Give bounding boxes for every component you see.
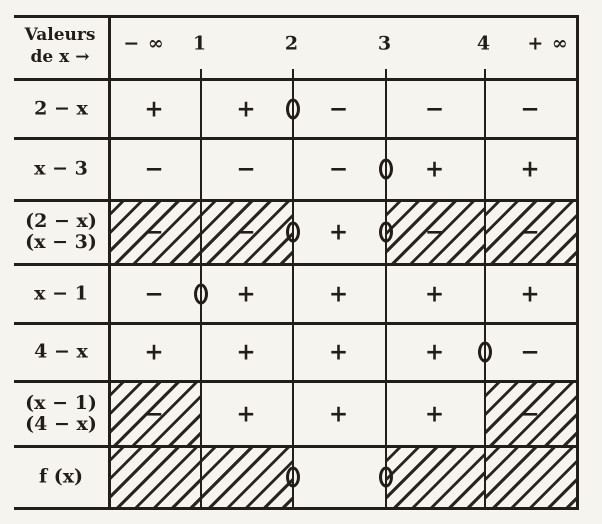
sign-cell: − — [144, 280, 164, 307]
row-label-line: 2 − x — [34, 97, 88, 119]
row-label-line: (x − 3) — [25, 231, 97, 253]
sign-cell: + — [236, 400, 256, 427]
grid-line-h — [14, 507, 579, 510]
sign-cell: + — [424, 338, 445, 366]
grid-line-v — [108, 15, 111, 510]
sign-cell: − — [520, 218, 540, 246]
row-label: (x − 1) (4 − x) — [25, 391, 97, 435]
hatched-cell — [108, 381, 202, 445]
sign-cell: − — [236, 155, 256, 183]
zero-mark — [286, 98, 300, 119]
row-label-line: x − 1 — [34, 282, 88, 304]
grid-line-h — [14, 380, 579, 383]
sign-cell: − — [520, 400, 540, 427]
grid-line-h — [14, 137, 579, 140]
zero-mark — [478, 341, 492, 363]
axis-value: 2 — [284, 32, 300, 55]
row-label-line: (x − 1) — [25, 391, 97, 414]
sign-cell: + — [144, 338, 164, 366]
grid-line-h — [14, 322, 579, 325]
row-label: 2 − x — [34, 98, 88, 119]
hatched-cell — [108, 200, 202, 263]
axis-value: 4 — [476, 32, 492, 55]
sign-cell: − — [144, 400, 164, 427]
sign-cell: − — [424, 95, 445, 122]
hatched-cell — [484, 381, 578, 445]
table-corner-label: Valeurs de x → — [25, 24, 96, 68]
grid-line-h — [14, 78, 579, 81]
axis-value: + ∞ — [527, 32, 569, 55]
zero-mark — [286, 221, 300, 243]
sign-cell: + — [520, 155, 540, 183]
row-label-line: x − 3 — [34, 157, 88, 180]
sign-cell: − — [520, 338, 540, 366]
sign-cell: − — [144, 155, 164, 183]
sign-cell: + — [144, 95, 164, 122]
grid-line-h — [14, 445, 579, 448]
sign-cell: + — [424, 155, 445, 183]
axis-value: 1 — [192, 32, 208, 55]
corner-label-line2: de x → — [30, 47, 90, 67]
sign-cell: + — [328, 218, 349, 246]
axis-value: 3 — [377, 32, 393, 55]
hatched-cell — [385, 200, 486, 263]
grid-line-h — [14, 263, 579, 266]
zero-mark — [286, 466, 300, 488]
sign-cell: + — [236, 95, 256, 122]
grid-line-v — [385, 69, 387, 510]
grid-line-v — [576, 15, 579, 510]
row-label-line: (2 − x) — [25, 210, 97, 232]
row-label-line: (4 − x) — [25, 412, 97, 435]
hatched-cell — [484, 200, 578, 263]
axis-value: − ∞ — [123, 32, 165, 55]
sign-cell: + — [424, 280, 445, 307]
grid-line-h — [14, 199, 579, 202]
sign-cell: + — [236, 338, 256, 366]
hatched-cell — [484, 446, 578, 507]
hatched-cell — [108, 446, 202, 507]
grid-line-v — [484, 69, 486, 510]
row-label: 4 − x — [34, 340, 88, 363]
sign-cell: + — [520, 280, 540, 307]
sign-cell: − — [520, 95, 540, 122]
zero-mark — [379, 221, 393, 243]
row-label: x − 3 — [34, 157, 88, 180]
grid-line-h — [14, 15, 579, 18]
zero-mark — [379, 466, 393, 488]
hatched-cell — [200, 200, 294, 263]
row-label: (2 − x) (x − 3) — [25, 211, 97, 253]
zero-mark — [194, 283, 208, 304]
grid-line-v — [292, 69, 294, 510]
sign-cell: + — [236, 280, 256, 307]
hatched-cell — [200, 446, 294, 507]
row-label: f (x) — [38, 465, 84, 488]
zero-mark — [379, 158, 393, 180]
sign-cell: + — [328, 338, 349, 366]
sign-cell: − — [328, 95, 349, 122]
corner-label-line1: Valeurs — [24, 25, 96, 45]
sign-cell: + — [328, 400, 349, 427]
row-label-line: 4 − x — [34, 340, 88, 363]
sign-cell: − — [424, 218, 445, 246]
row-label: x − 1 — [34, 283, 88, 304]
hatched-cell — [385, 446, 486, 507]
sign-cell: − — [144, 218, 164, 246]
sign-cell: + — [328, 280, 349, 307]
sign-cell: − — [236, 218, 256, 246]
sign-cell: − — [328, 155, 349, 183]
row-label-line: f (x) — [38, 465, 84, 488]
sign-cell: + — [424, 400, 445, 427]
